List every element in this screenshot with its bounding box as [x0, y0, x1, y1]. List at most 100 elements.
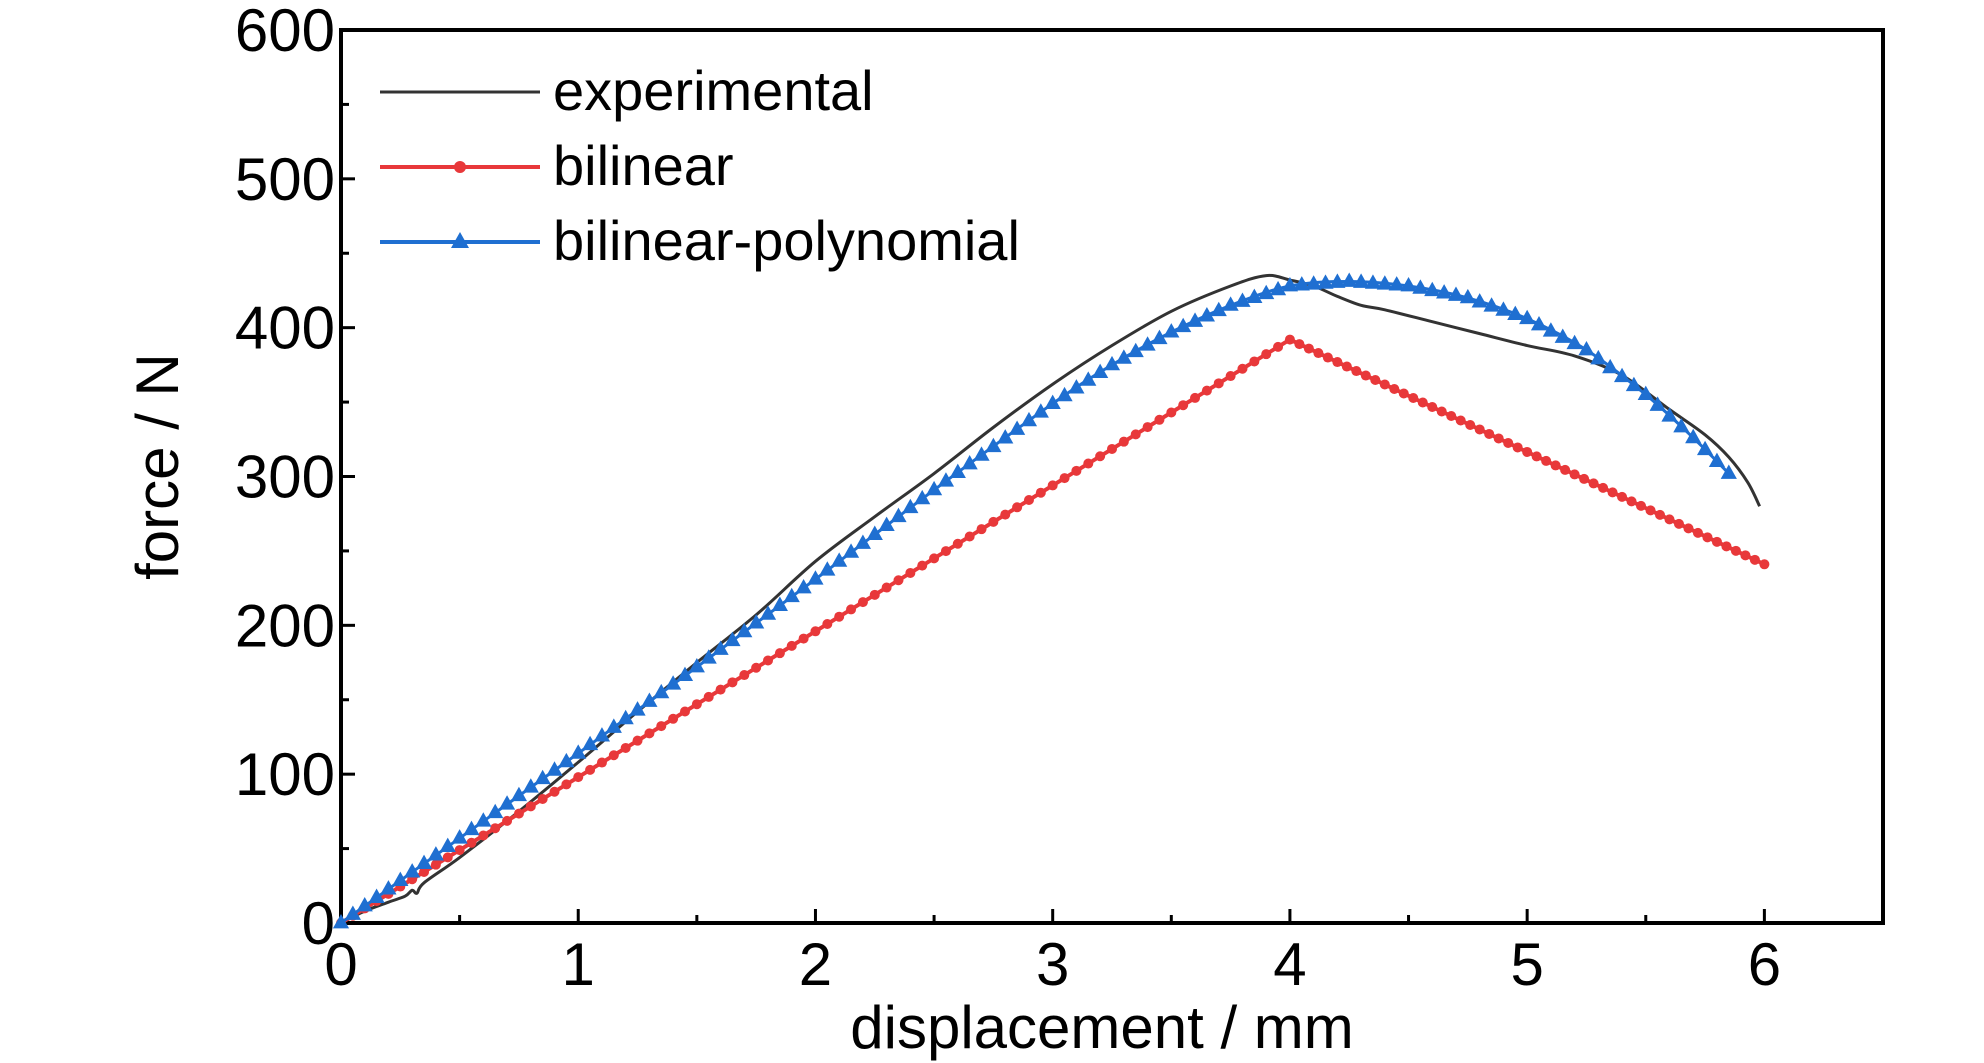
data-point [1649, 396, 1666, 411]
x-tick-label: 1 [562, 931, 595, 998]
data-point [1617, 491, 1628, 502]
data-point [1542, 322, 1559, 337]
data-point [1303, 343, 1314, 354]
data-point [1541, 455, 1552, 466]
data-point [676, 666, 694, 682]
data-point [997, 429, 1014, 444]
x-tick-label: 3 [1036, 931, 1069, 998]
y-axis-ticks: 0 100 200 300 400 500 600 [235, 0, 355, 957]
data-point [914, 489, 931, 505]
data-point [1095, 451, 1106, 462]
data-point [442, 852, 453, 863]
data-point [1759, 559, 1770, 570]
data-point [846, 604, 857, 615]
data-point [502, 815, 513, 826]
data-point [1554, 328, 1571, 343]
data-point [1379, 379, 1390, 390]
data-point [736, 622, 753, 638]
data-point [763, 655, 774, 666]
data-point [1519, 309, 1536, 325]
data-point [1210, 301, 1227, 317]
data-point [1664, 514, 1675, 525]
y-tick-label: 200 [235, 592, 335, 659]
data-point [952, 538, 963, 549]
data-point [691, 699, 702, 710]
data-point [573, 772, 584, 783]
y-tick-label: 100 [235, 741, 335, 808]
data-point [748, 614, 765, 629]
data-point [1225, 371, 1236, 382]
data-point [712, 640, 729, 655]
data-point [1721, 541, 1732, 552]
data-point [629, 701, 646, 716]
data-point [620, 742, 631, 753]
legend-label: bilinear [553, 134, 734, 197]
data-point [786, 640, 797, 651]
data-point [1352, 273, 1370, 288]
data-point [534, 769, 551, 785]
data-point [1550, 460, 1561, 471]
data-point [715, 684, 726, 695]
data-point [902, 498, 919, 514]
data-point [656, 721, 667, 732]
data-point [1166, 407, 1177, 418]
data-point [905, 567, 916, 578]
series-line [340, 273, 1761, 925]
data-point [466, 837, 477, 848]
data-point [1246, 288, 1263, 304]
data-point [1023, 495, 1034, 506]
data-point [1364, 274, 1382, 289]
data-point [1305, 275, 1322, 290]
data-point [668, 713, 679, 724]
data-point [1436, 406, 1447, 417]
data-point [1512, 442, 1523, 453]
data-point [1293, 276, 1310, 291]
data-point [700, 649, 717, 664]
data-point [1130, 429, 1141, 440]
data-point [1154, 414, 1165, 425]
data-point [1613, 367, 1631, 383]
data-point [1685, 428, 1702, 444]
data-point [937, 472, 955, 487]
data-point [1740, 550, 1751, 561]
data-point [1294, 339, 1305, 350]
data-point [1417, 397, 1428, 408]
data-point [1578, 340, 1595, 356]
data-point [1636, 500, 1647, 511]
data-point [419, 866, 430, 877]
data-point [1118, 436, 1129, 447]
data-point [688, 658, 705, 673]
data-point [392, 871, 409, 886]
data-point [703, 691, 714, 702]
data-point [1213, 378, 1224, 389]
y-tick-label: 300 [235, 444, 335, 511]
data-point [665, 675, 682, 690]
data-point [1341, 361, 1352, 372]
data-point [834, 611, 845, 622]
data-point [976, 524, 987, 535]
data-point [1115, 349, 1132, 364]
data-point [1507, 305, 1524, 320]
data-point [893, 575, 904, 586]
data-point [1376, 275, 1393, 290]
data-point [549, 786, 560, 797]
data-point [1178, 400, 1189, 411]
data-point [537, 794, 548, 805]
data-point [1142, 422, 1153, 433]
data-point [581, 735, 599, 751]
data-point [1151, 329, 1168, 345]
legend-label: experimental [553, 59, 874, 122]
data-point [1329, 273, 1346, 288]
data-point [1388, 276, 1405, 291]
data-point [1201, 385, 1212, 396]
data-point [869, 589, 880, 600]
data-point [1474, 424, 1485, 435]
data-point [1190, 392, 1201, 403]
data-point [774, 648, 785, 659]
data-point [1408, 393, 1419, 404]
data-point [585, 764, 596, 775]
data-point [632, 735, 643, 746]
data-point [822, 618, 833, 629]
